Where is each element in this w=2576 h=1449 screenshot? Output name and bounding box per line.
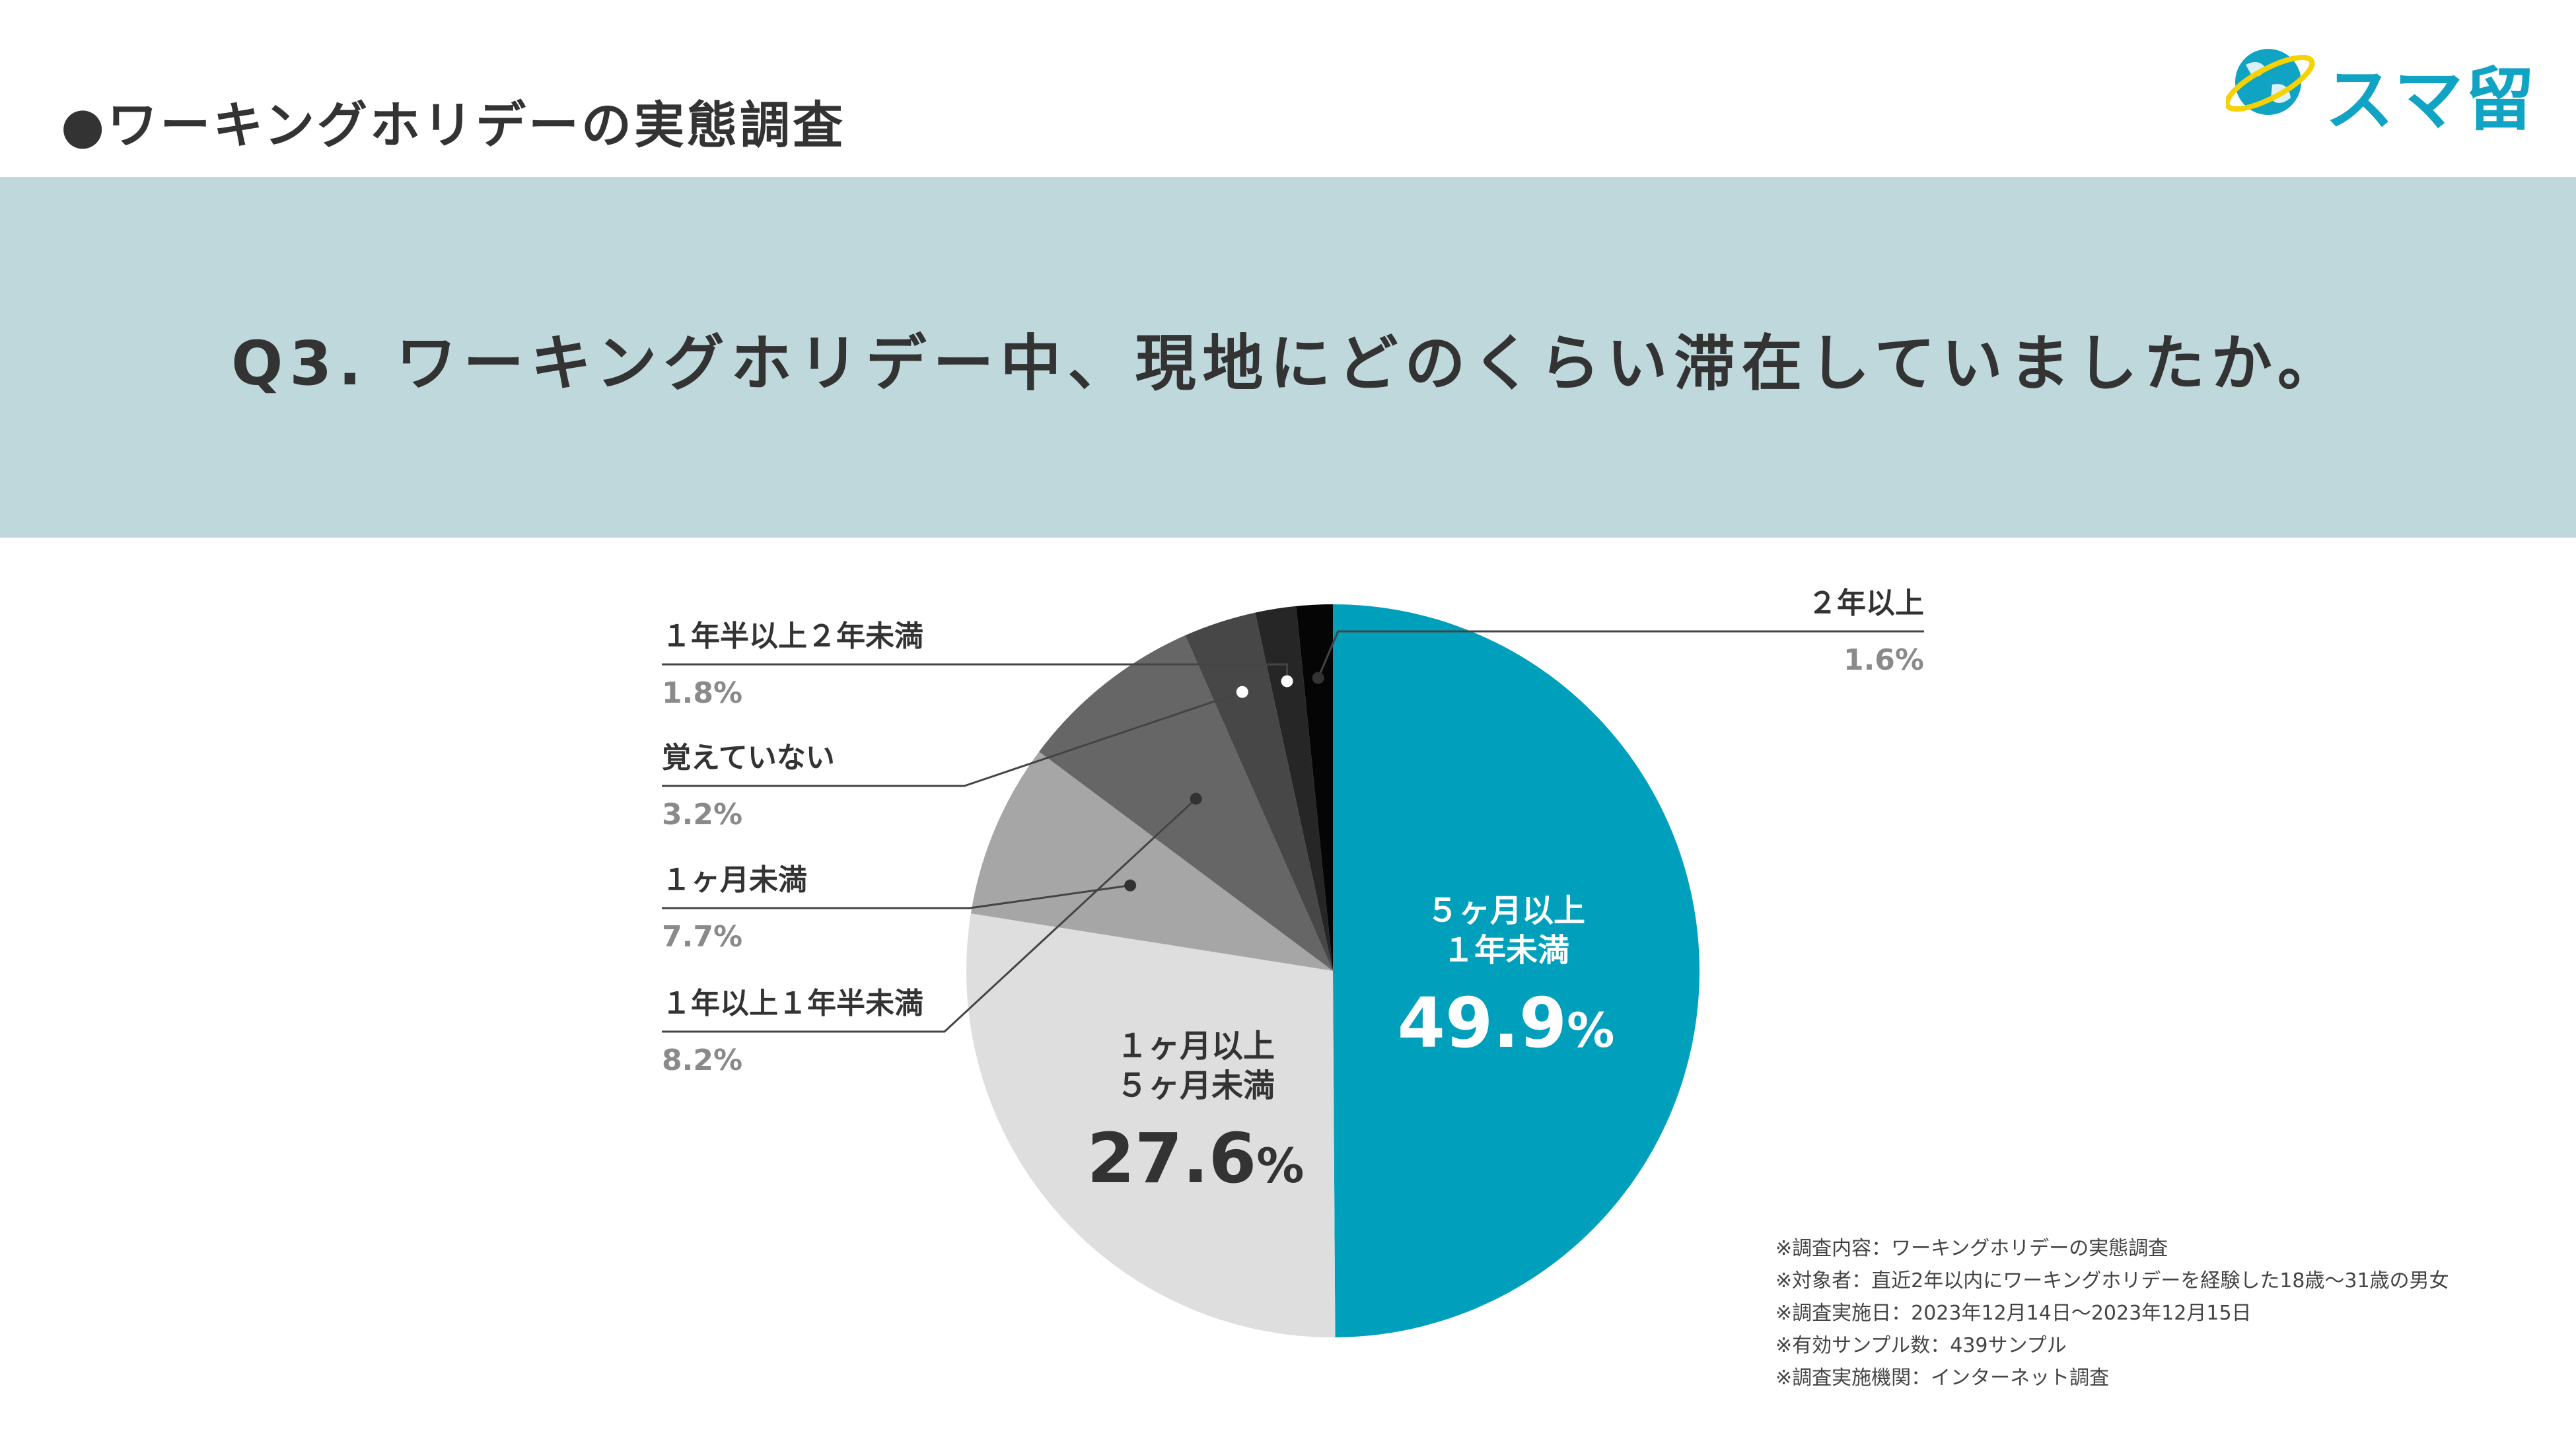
survey-notes: ※調査内容：ワーキングホリデーの実態調査 ※対象者：直近2年以内にワーキングホリ… <box>1775 1232 2449 1394</box>
note-survey-date: ※調査実施日：2023年12月14日〜2023年12月15日 <box>1775 1302 2252 1325</box>
callout-value-6: 1.6% <box>1843 643 1924 677</box>
callout-value-4: 3.2% <box>662 798 742 831</box>
callout-dot-5 <box>1281 675 1293 688</box>
callout-line-4 <box>662 691 1243 787</box>
slice-value-unit-1: % <box>1256 1138 1304 1193</box>
callout-dot-3 <box>1190 793 1202 805</box>
slice-label-1-line-1: ５ヶ月未満 <box>1116 1067 1275 1104</box>
slice-label-0-line-1: １年未満 <box>1443 932 1569 969</box>
note-survey-method: ※調査実施機関：インターネット調査 <box>1775 1366 2110 1390</box>
callout-dot-2 <box>1124 879 1137 892</box>
pie-slice-0 <box>1333 604 1699 1337</box>
callout-label-6: ２年以上 <box>1808 586 1924 620</box>
slice-label-1-line-0: １ヶ月以上 <box>1116 1028 1275 1065</box>
callout-line-2 <box>662 884 1131 909</box>
pie-slice-5 <box>1255 606 1333 971</box>
callout-value-2: 7.7% <box>662 920 742 954</box>
slice-value-unit-0: % <box>1567 1003 1614 1058</box>
callout-line-3 <box>662 798 1197 1033</box>
pie-slice-2 <box>970 752 1333 971</box>
callout-label-3: １年以上１年半未満 <box>662 987 923 1020</box>
logo-text: スマ留 <box>2325 59 2537 140</box>
question-text: Q3. ワーキングホリデー中、現地にどのくらい滞在していましたか。 <box>231 328 2345 399</box>
callout-label-2: １ヶ月未満 <box>662 863 807 897</box>
slice-label-0-line-0: ５ヶ月以上 <box>1427 892 1585 929</box>
callout-label-4: 覚えていない <box>662 741 835 775</box>
pie-slice-4 <box>1185 612 1333 971</box>
callout-dot-6 <box>1312 672 1324 684</box>
question-banner: Q3. ワーキングホリデー中、現地にどのくらい滞在していましたか。 <box>0 177 2576 538</box>
logo[interactable]: スマ留 <box>2226 38 2534 140</box>
callout-line-6 <box>1317 630 1924 679</box>
note-target: ※対象者：直近2年以内にワーキングホリデーを経験した18歳〜31歳の男女 <box>1775 1269 2449 1292</box>
globe-icon <box>2226 49 2315 115</box>
pie-slice-3 <box>1039 635 1333 971</box>
pie-slice-6 <box>1296 604 1333 971</box>
pie-slice-1 <box>966 913 1336 1337</box>
callout-value-5: 1.8% <box>662 676 742 710</box>
note-sample-size: ※有効サンプル数：439サンプル <box>1775 1334 2067 1357</box>
callout-dot-4 <box>1236 686 1248 698</box>
callout-label-5: １年半以上２年未満 <box>662 619 923 653</box>
callout-value-3: 8.2% <box>662 1043 742 1077</box>
page-title: ●ワーキングホリデーの実態調査 <box>61 96 846 155</box>
note-survey-content: ※調査内容：ワーキングホリデーの実態調査 <box>1775 1237 2168 1260</box>
